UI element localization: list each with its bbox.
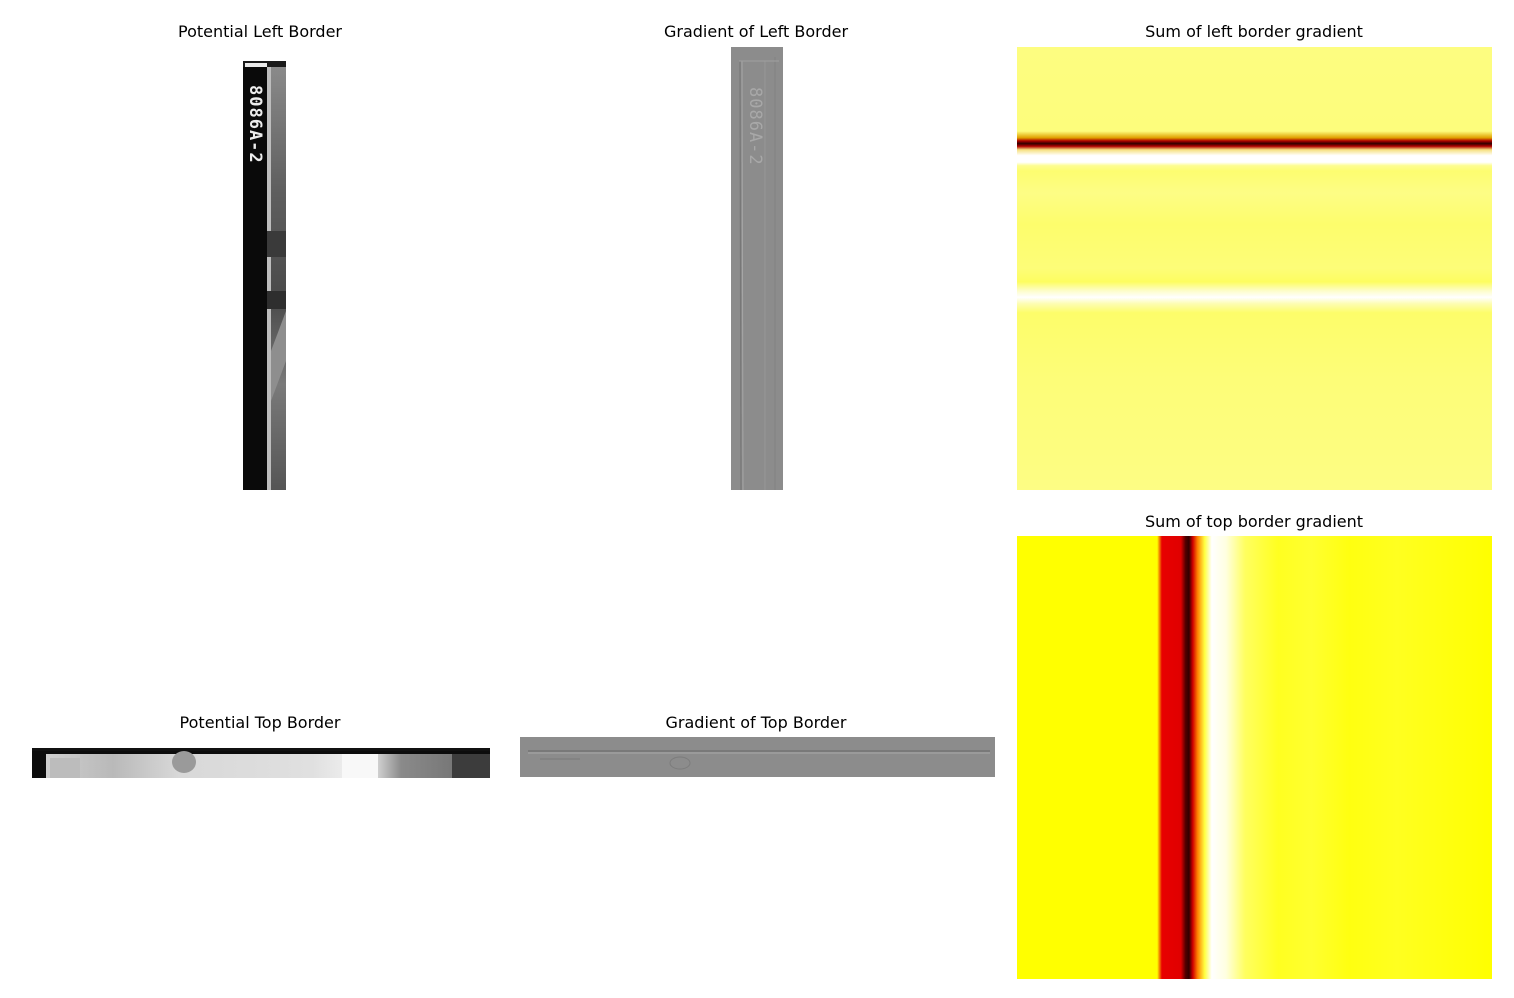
left-gradient-title: Gradient of Left Border <box>663 22 849 41</box>
top-gradient-edges <box>528 750 990 770</box>
top-sum-title: Sum of top border gradient <box>1144 512 1364 531</box>
left-gradient-image: 8086A-2 <box>731 47 783 490</box>
left-border-image: 8086A-2 <box>243 61 286 490</box>
top-sum-heatmap <box>1017 536 1492 979</box>
top-border-title: Potential Top Border <box>179 713 341 732</box>
top-gradient-image <box>520 737 995 777</box>
top-gradient-title: Gradient of Top Border <box>665 713 847 732</box>
left-gradient-film-label: 8086A-2 <box>745 87 765 166</box>
left-gradient-edges <box>739 57 779 490</box>
top-border-image <box>32 748 490 778</box>
top-sum-bands <box>1017 536 1492 979</box>
left-border-film-label: 8086A-2 <box>245 85 265 164</box>
left-border-photo <box>243 61 286 490</box>
top-border-photo <box>32 748 490 778</box>
left-sum-heatmap <box>1017 47 1492 490</box>
left-border-title: Potential Left Border <box>177 22 343 41</box>
left-sum-title: Sum of left border gradient <box>1145 22 1363 41</box>
left-sum-bands <box>1017 47 1492 490</box>
